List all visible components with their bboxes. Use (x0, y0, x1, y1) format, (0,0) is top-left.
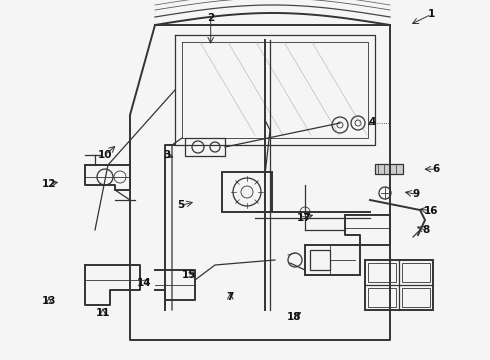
Text: 9: 9 (413, 189, 420, 199)
Text: 16: 16 (424, 206, 439, 216)
Text: 4: 4 (368, 117, 376, 127)
Text: 8: 8 (423, 225, 430, 235)
Text: 10: 10 (98, 150, 113, 160)
Text: 5: 5 (178, 200, 185, 210)
Text: 14: 14 (137, 278, 152, 288)
Bar (368, 288, 396, 307)
Bar (368, 263, 396, 282)
Bar (305, 245, 360, 275)
Text: 3: 3 (163, 150, 170, 160)
Bar (365, 260, 433, 310)
Text: 17: 17 (296, 213, 311, 223)
Text: 13: 13 (42, 296, 56, 306)
Text: 7: 7 (226, 292, 234, 302)
Text: 6: 6 (433, 164, 440, 174)
Bar (310, 250, 330, 270)
Bar (222, 172, 272, 212)
Text: 18: 18 (287, 312, 301, 322)
Text: 11: 11 (96, 308, 110, 318)
Text: 1: 1 (428, 9, 435, 19)
Text: 2: 2 (207, 13, 214, 23)
Bar (402, 288, 430, 307)
Text: 15: 15 (181, 270, 196, 280)
Text: 12: 12 (42, 179, 56, 189)
Bar (402, 263, 430, 282)
Bar (375, 164, 403, 174)
Bar (185, 138, 225, 156)
